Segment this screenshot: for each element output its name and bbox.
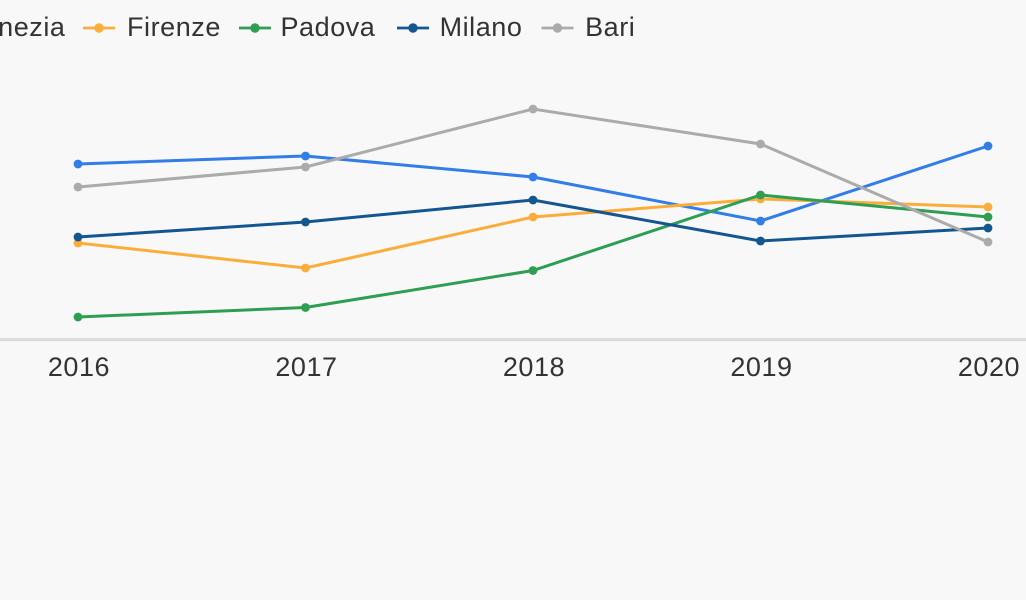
svg-text:Padova: Padova: [281, 12, 376, 42]
svg-text:2017: 2017: [275, 352, 337, 382]
svg-text:Bari: Bari: [585, 12, 635, 42]
svg-text:2019: 2019: [730, 352, 792, 382]
svg-text:2016: 2016: [48, 352, 110, 382]
svg-text:2018: 2018: [503, 352, 565, 382]
svg-text:Venezia: Venezia: [0, 12, 66, 42]
svg-text:Firenze: Firenze: [127, 12, 221, 42]
svg-text:2020: 2020: [958, 352, 1020, 382]
svg-text:Milano: Milano: [440, 12, 523, 42]
